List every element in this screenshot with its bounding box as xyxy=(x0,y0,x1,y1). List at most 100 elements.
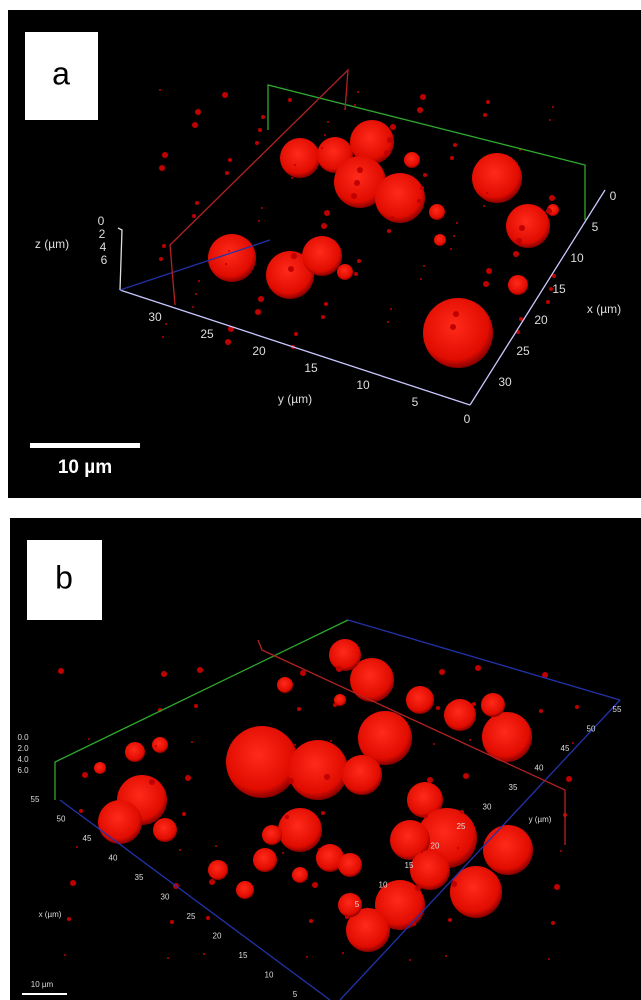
blob xyxy=(434,234,446,246)
speck xyxy=(162,336,164,338)
speck xyxy=(79,809,83,813)
tick-label: 30 xyxy=(498,375,512,389)
speck xyxy=(324,210,330,216)
speck xyxy=(469,739,471,741)
tick-label: 50 xyxy=(587,725,596,734)
axis-title: x (µm) xyxy=(39,910,62,919)
scale-bar xyxy=(30,443,140,448)
scale-bar-label: 10 µm xyxy=(31,980,54,989)
tick-label: 55 xyxy=(613,705,622,714)
blob xyxy=(266,251,314,299)
tick-label: 15 xyxy=(304,361,318,375)
blob xyxy=(153,818,177,842)
speck xyxy=(551,921,555,925)
speck xyxy=(572,742,574,744)
speck xyxy=(354,104,356,106)
tick-label: 20 xyxy=(213,932,222,941)
tick-label: 15 xyxy=(239,951,248,960)
speck xyxy=(483,281,489,287)
speck xyxy=(566,776,572,782)
blob xyxy=(350,120,394,164)
speck xyxy=(162,244,166,248)
blob xyxy=(390,820,430,860)
blob xyxy=(277,677,293,693)
tick-label: 40 xyxy=(535,764,544,773)
tick-label: 10 xyxy=(379,881,388,890)
speck xyxy=(170,920,174,924)
blob xyxy=(482,712,532,762)
speck xyxy=(420,186,424,190)
blob xyxy=(423,298,493,368)
speck xyxy=(384,150,390,156)
speck xyxy=(198,280,200,282)
speck xyxy=(436,706,440,710)
tick-label: 4 xyxy=(100,240,107,254)
speck xyxy=(539,709,543,713)
blob xyxy=(329,639,361,671)
speck xyxy=(387,229,391,233)
speck xyxy=(549,195,555,201)
speck xyxy=(288,266,294,272)
speck xyxy=(445,955,447,957)
speck xyxy=(228,250,230,252)
speck xyxy=(206,916,210,920)
speck xyxy=(519,317,523,321)
speck xyxy=(324,134,326,136)
tick-label: 25 xyxy=(187,912,196,921)
speck xyxy=(192,306,194,308)
tick-label: 30 xyxy=(148,310,162,324)
speck xyxy=(451,881,457,887)
speck xyxy=(554,884,560,890)
blob xyxy=(98,800,142,844)
speck xyxy=(294,744,296,746)
speck xyxy=(309,919,313,923)
panel-label-box xyxy=(25,32,98,120)
x-axis-edge xyxy=(59,799,331,1000)
blob xyxy=(338,893,362,917)
speck xyxy=(516,238,522,244)
blob xyxy=(450,866,502,918)
blob xyxy=(278,808,322,852)
speck xyxy=(549,119,551,121)
speck xyxy=(546,300,550,304)
edge xyxy=(267,84,586,220)
speck xyxy=(258,128,262,132)
speck xyxy=(357,91,359,93)
tick-label: 45 xyxy=(561,744,570,753)
speck xyxy=(195,293,197,295)
speck xyxy=(513,251,519,257)
speck xyxy=(486,268,492,274)
speck xyxy=(76,846,78,848)
blob xyxy=(406,686,434,714)
blob xyxy=(253,848,277,872)
speck xyxy=(288,778,294,784)
speck xyxy=(420,94,426,100)
speck xyxy=(162,152,168,158)
speck xyxy=(450,324,456,330)
blob xyxy=(429,204,445,220)
speck xyxy=(209,879,215,885)
tick-label: 25 xyxy=(516,344,530,358)
speck xyxy=(433,743,435,745)
edge xyxy=(169,68,349,306)
speck xyxy=(261,207,263,209)
speck xyxy=(354,180,360,186)
speck xyxy=(191,741,193,743)
speck xyxy=(288,98,292,102)
speck xyxy=(318,848,320,850)
axis-title: y (µm) xyxy=(529,815,552,824)
blob xyxy=(444,699,476,731)
speck xyxy=(472,702,476,706)
blob xyxy=(375,880,425,930)
speck xyxy=(357,167,363,173)
speck xyxy=(516,162,518,164)
speck xyxy=(420,278,422,280)
tick-label: 5 xyxy=(412,395,419,409)
speck xyxy=(549,287,553,291)
blob xyxy=(506,204,550,248)
speck xyxy=(453,311,459,317)
speck xyxy=(225,263,227,265)
blob xyxy=(226,726,298,798)
speck xyxy=(460,810,464,814)
speck xyxy=(321,811,325,815)
